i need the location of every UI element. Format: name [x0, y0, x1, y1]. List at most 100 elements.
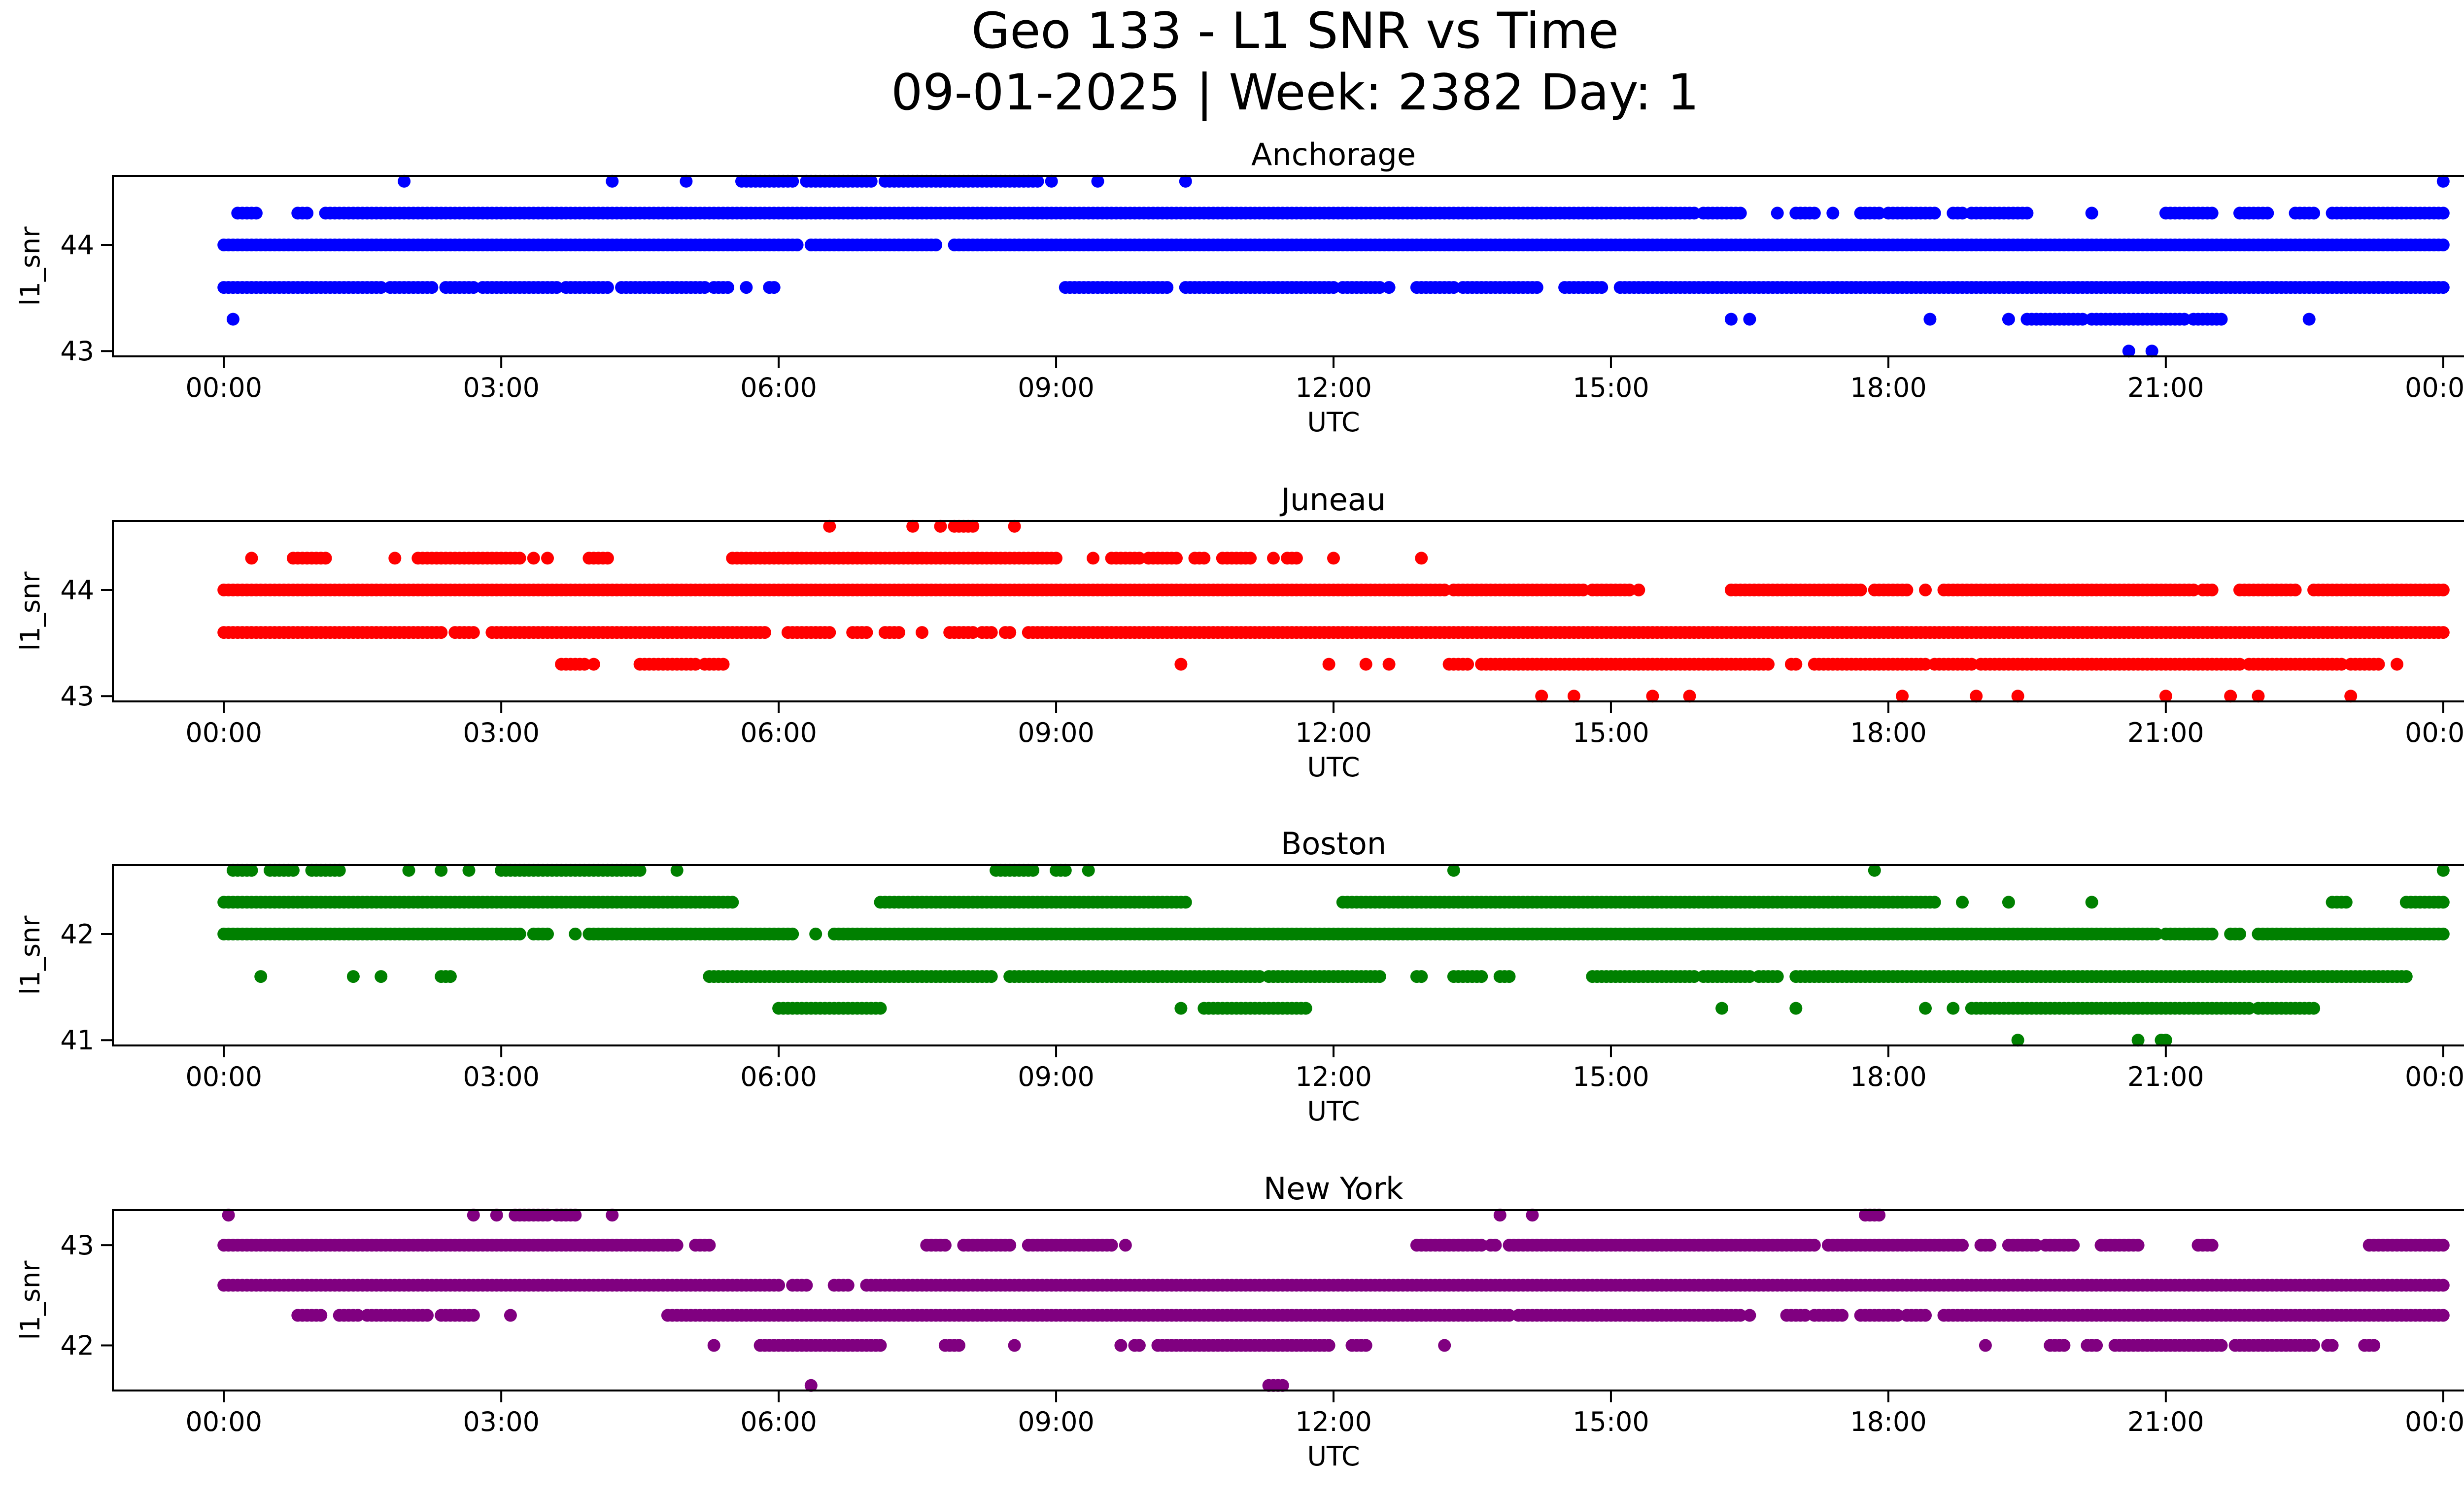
data-point: [1045, 174, 1058, 188]
data-point: [2436, 207, 2450, 220]
data-point: [1743, 313, 1756, 326]
data-point: [2020, 207, 2034, 220]
data-point: [2436, 896, 2450, 909]
data-point: [874, 1002, 887, 1015]
y-axis-label: l1_snr: [15, 915, 46, 995]
data-point: [1762, 658, 1775, 671]
data-point: [1956, 1239, 1969, 1252]
data-point: [467, 626, 480, 639]
data-point: [966, 520, 980, 533]
data-point: [1808, 207, 1821, 220]
data-point: [1771, 207, 1784, 220]
data-point: [1919, 658, 1932, 671]
data-point: [1489, 1239, 1502, 1252]
data-point: [1854, 583, 1867, 596]
data-point: [906, 520, 920, 533]
data-point: [1984, 1239, 1997, 1252]
data-point: [1373, 281, 1386, 294]
data-point: [2205, 583, 2219, 596]
data-point: [1928, 207, 1941, 220]
data-point: [740, 281, 753, 294]
data-point: [2436, 583, 2450, 596]
data-point: [823, 626, 836, 639]
x-axis-label: UTC: [1307, 407, 1360, 438]
data-point: [2436, 1279, 2450, 1292]
x-tick-label: 00:00: [185, 717, 262, 748]
data-point: [601, 281, 614, 294]
data-point: [375, 281, 388, 294]
data-point: [1415, 552, 1428, 565]
data-point: [541, 552, 554, 565]
data-point: [1161, 281, 1174, 294]
x-tick-label: 09:00: [1018, 372, 1095, 403]
data-point: [1724, 313, 1738, 326]
data-point: [2145, 345, 2158, 358]
data-point: [2215, 313, 2228, 326]
data-point: [2391, 658, 2403, 671]
data-point: [1050, 552, 1062, 565]
chart-subtitle: 09-01-2025 | Week: 2382 Day: 1: [891, 63, 1699, 122]
x-tick-label: 12:00: [1295, 717, 1372, 748]
data-point: [1382, 658, 1396, 671]
y-tick-label: 44: [60, 575, 94, 606]
panel-title: New York: [1264, 1171, 1403, 1207]
data-point: [2289, 583, 2302, 596]
data-point: [1359, 658, 1372, 671]
data-point: [1267, 552, 1280, 565]
data-point: [823, 520, 836, 533]
y-axis-label: l1_snr: [15, 226, 46, 306]
data-point: [319, 552, 332, 565]
data-point: [786, 174, 799, 188]
y-tick-label: 41: [60, 1025, 94, 1056]
data-point: [513, 552, 526, 565]
data-point: [467, 1309, 480, 1322]
series-juneau: [217, 520, 2450, 703]
data-point: [1174, 658, 1188, 671]
data-point: [2436, 174, 2450, 188]
data-point: [2436, 281, 2450, 294]
data-point: [966, 626, 980, 639]
x-tick-label: 15:00: [1573, 372, 1649, 403]
data-point: [1919, 583, 1932, 596]
data-point: [1008, 520, 1021, 533]
data-point: [934, 520, 947, 533]
data-point: [435, 626, 448, 639]
data-point: [346, 970, 360, 983]
x-axis-label: UTC: [1307, 752, 1360, 783]
data-point: [2302, 313, 2316, 326]
data-point: [726, 896, 739, 909]
data-point: [1327, 552, 1340, 565]
series-new-york: [217, 1209, 2450, 1392]
data-point: [301, 207, 314, 220]
data-point: [772, 1279, 786, 1292]
y-tick-label: 42: [60, 919, 94, 950]
data-point: [314, 1309, 328, 1322]
data-point: [892, 626, 905, 639]
x-tick-label: 00:00: [185, 372, 262, 403]
data-point: [513, 927, 526, 940]
data-point: [1198, 552, 1211, 565]
data-point: [1595, 281, 1608, 294]
data-point: [1632, 583, 1645, 596]
data-point: [786, 927, 799, 940]
x-tick-label: 12:00: [1295, 372, 1372, 403]
data-point: [1244, 552, 1257, 565]
x-tick-label: 15:00: [1573, 717, 1649, 748]
data-point: [398, 174, 411, 188]
data-point: [2233, 927, 2246, 940]
data-point: [1947, 1002, 1960, 1015]
data-point: [2002, 896, 2015, 909]
data-point: [2436, 626, 2450, 639]
axes-frame: [112, 175, 2464, 357]
data-point: [689, 658, 702, 671]
panel-title: Anchorage: [1251, 137, 1416, 173]
y-tick-label: 44: [60, 230, 94, 261]
data-point: [1808, 1239, 1821, 1252]
data-point: [1789, 658, 1803, 671]
data-point: [1461, 658, 1474, 671]
data-point: [985, 970, 998, 983]
y-tick-label: 43: [60, 681, 94, 712]
